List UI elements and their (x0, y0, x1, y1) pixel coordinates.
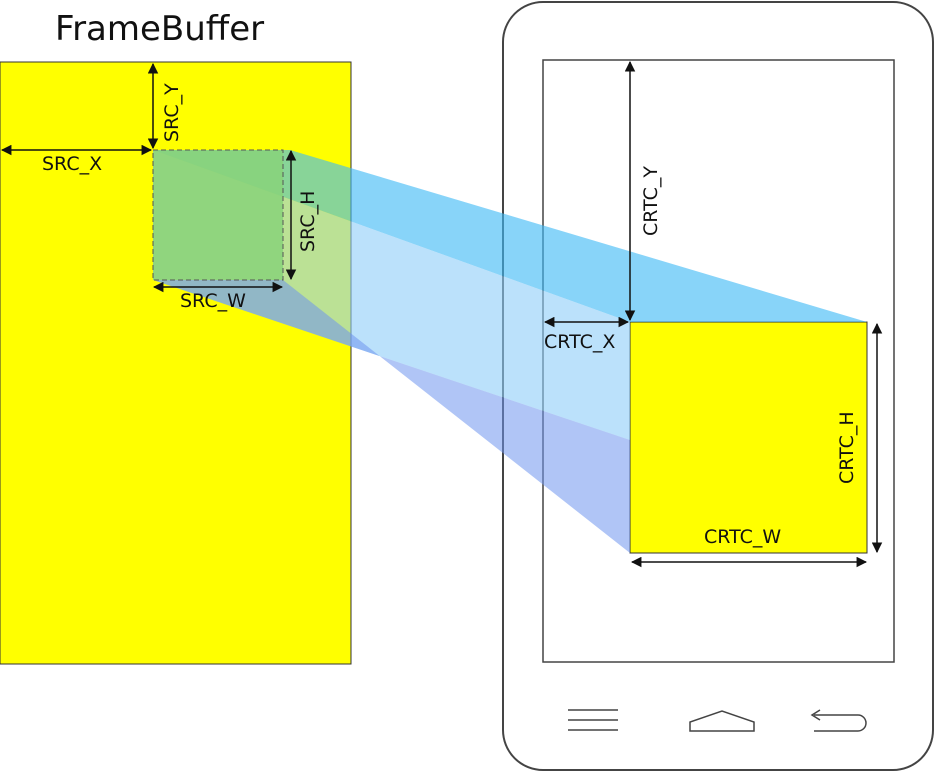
crtc-w-label: CRTC_W (704, 526, 781, 548)
src-h-label: SRC_H (297, 191, 319, 252)
src-y-label: SRC_Y (161, 83, 183, 142)
crtc-y-label: CRTC_Y (640, 166, 662, 236)
projection-beam-bottom (153, 280, 630, 553)
crtc-x-label: CRTC_X (544, 331, 615, 353)
src-x-label: SRC_X (42, 153, 102, 175)
crtc-h-label: CRTC_H (836, 411, 858, 484)
src-w-label: SRC_W (180, 290, 246, 312)
projection-beam-top (153, 150, 867, 322)
back-arrow-icon[interactable] (810, 709, 867, 732)
home-icon[interactable] (689, 710, 755, 732)
framebuffer-title: FrameBuffer (55, 9, 264, 49)
menu-lines-icon[interactable] (568, 709, 618, 731)
source-region (152, 149, 284, 281)
crtc-region (629, 321, 868, 554)
